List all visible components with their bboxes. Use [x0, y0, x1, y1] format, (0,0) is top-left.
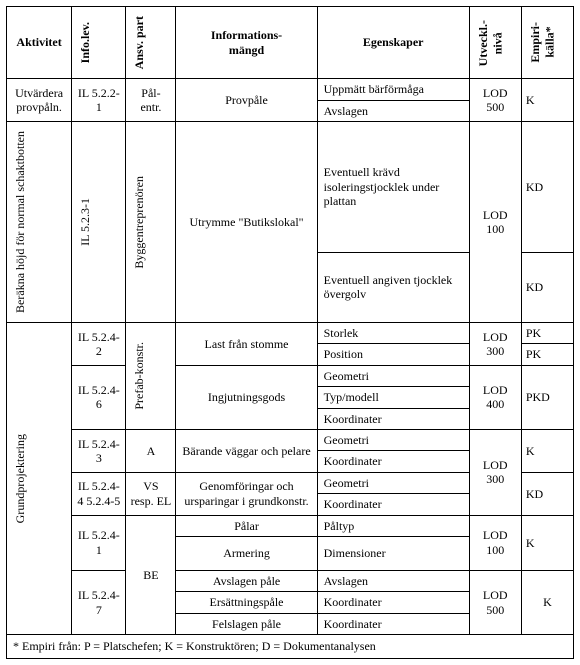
table-row: Beräkna höjd för normal schaktbotten IL … — [7, 122, 574, 253]
cell-il: IL 5.2.4-6 — [72, 365, 126, 429]
cell-info: Ingjutningsgods — [176, 365, 317, 429]
footnote-row: * Empiri från: P = Platschefen; K = Kons… — [7, 635, 574, 658]
cell-il: IL 5.2.2-1 — [72, 79, 126, 122]
table-row: IL 5.2.4-3 A Bärande väggar och pelare G… — [7, 430, 574, 451]
cell-il: IL 5.2.4-7 — [72, 570, 126, 634]
requirements-table: Aktivitet Info.lev. Ansv. part Informati… — [6, 6, 574, 659]
cell-egen: Avslagen — [317, 100, 469, 121]
cell-egen: Koordinater — [317, 613, 469, 634]
cell-ansv: A — [126, 430, 176, 473]
cell-egen: Koordinater — [317, 592, 469, 613]
cell-akt: Utvärdera provpåln. — [7, 79, 72, 122]
table-row: IL 5.2.4-6 Ingjutningsgods Geometri LOD … — [7, 365, 574, 386]
cell-emp: KD — [521, 252, 573, 322]
cell-emp: PK — [521, 344, 573, 365]
cell-info: Utrymme "Butikslokal" — [176, 122, 317, 323]
h-aktivitet: Aktivitet — [7, 7, 72, 79]
cell-egen: Geometri — [317, 365, 469, 386]
cell-egen: Typ/modell — [317, 387, 469, 408]
cell-egen: Avslagen — [317, 570, 469, 591]
cell-emp: K — [521, 79, 573, 122]
cell-info: Armering — [176, 536, 317, 570]
cell-egen: Geometri — [317, 472, 469, 493]
cell-lod: LOD 500 — [469, 79, 521, 122]
h-utveckl: Utveckl.- nivå — [474, 14, 507, 72]
cell-lod: LOD 100 — [469, 515, 521, 570]
cell-egen: Position — [317, 344, 469, 365]
cell-emp: KD — [521, 472, 573, 515]
cell-lod: LOD 300 — [469, 430, 521, 516]
cell-info: Ersättningspåle — [176, 592, 317, 613]
cell-il: IL 5.2.3-1 — [76, 192, 94, 252]
cell-egen: Dimensioner — [317, 536, 469, 570]
cell-akt: Grundprojektering — [11, 428, 29, 529]
table-row: Grundprojektering IL 5.2.4-2 Prefab-kons… — [7, 323, 574, 344]
cell-info: Genomföringar och ursparingar i grundkon… — [176, 472, 317, 515]
footnote: * Empiri från: P = Platschefen; K = Kons… — [7, 635, 574, 658]
cell-info: Bärande väggar och pelare — [176, 430, 317, 473]
cell-ansv: VS resp. EL — [126, 472, 176, 515]
cell-il: IL 5.2.4-1 — [72, 515, 126, 570]
cell-egen: Koordinater — [317, 408, 469, 429]
cell-lod: LOD 500 — [469, 570, 521, 634]
h-egenskaper: Egenskaper — [317, 7, 469, 79]
cell-ansv: Byggentreprenören — [130, 170, 148, 275]
cell-ansv: Pål- entr. — [126, 79, 176, 122]
cell-egen: Koordinater — [317, 451, 469, 472]
cell-info: Felslagen påle — [176, 613, 317, 634]
cell-il: IL 5.2.4-2 — [72, 323, 126, 366]
cell-lod: LOD 300 — [469, 323, 521, 366]
h-info: Informations- mängd — [176, 7, 317, 79]
cell-egen: Koordinater — [317, 494, 469, 515]
cell-egen: Uppmätt bärförmåga — [317, 79, 469, 100]
cell-egen: Eventuell angiven tjocklek övergolv — [317, 252, 469, 322]
cell-emp: K — [521, 430, 573, 473]
cell-info: Provpåle — [176, 79, 317, 122]
cell-ansv: BE — [126, 515, 176, 635]
cell-emp: K — [521, 515, 573, 570]
cell-info: Pålar — [176, 515, 317, 536]
cell-emp: PK — [521, 323, 573, 344]
h-ansv: Ansv. part — [130, 10, 148, 75]
cell-emp: PKD — [521, 365, 573, 429]
cell-il: IL 5.2.4-3 — [72, 430, 126, 473]
cell-emp: K — [521, 570, 573, 634]
cell-akt: Beräkna höjd för normal schaktbotten — [11, 125, 29, 319]
cell-emp: KD — [521, 122, 573, 253]
cell-info: Last från stomme — [176, 323, 317, 366]
header-row: Aktivitet Info.lev. Ansv. part Informati… — [7, 7, 574, 79]
cell-egen: Eventuell krävd isoleringstjocklek under… — [317, 122, 469, 253]
cell-lod: LOD 400 — [469, 365, 521, 429]
cell-lod: LOD 100 — [469, 122, 521, 323]
h-infolev: Info.lev. — [76, 16, 94, 69]
cell-egen: Påltyp — [317, 515, 469, 536]
cell-egen: Geometri — [317, 430, 469, 451]
cell-egen: Storlek — [317, 323, 469, 344]
table-row: Utvärdera provpåln. IL 5.2.2-1 Pål- entr… — [7, 79, 574, 100]
table-row: IL 5.2.4-1 BE Pålar Påltyp LOD 100 K — [7, 515, 574, 536]
table-row: IL 5.2.4-7 Avslagen påle Avslagen LOD 50… — [7, 570, 574, 591]
cell-il: IL 5.2.4-4 5.2.4-5 — [72, 472, 126, 515]
cell-ansv: Prefab-konstr. — [130, 336, 148, 416]
cell-info: Avslagen påle — [176, 570, 317, 591]
h-empiri: Empiri- källa* — [526, 16, 559, 69]
